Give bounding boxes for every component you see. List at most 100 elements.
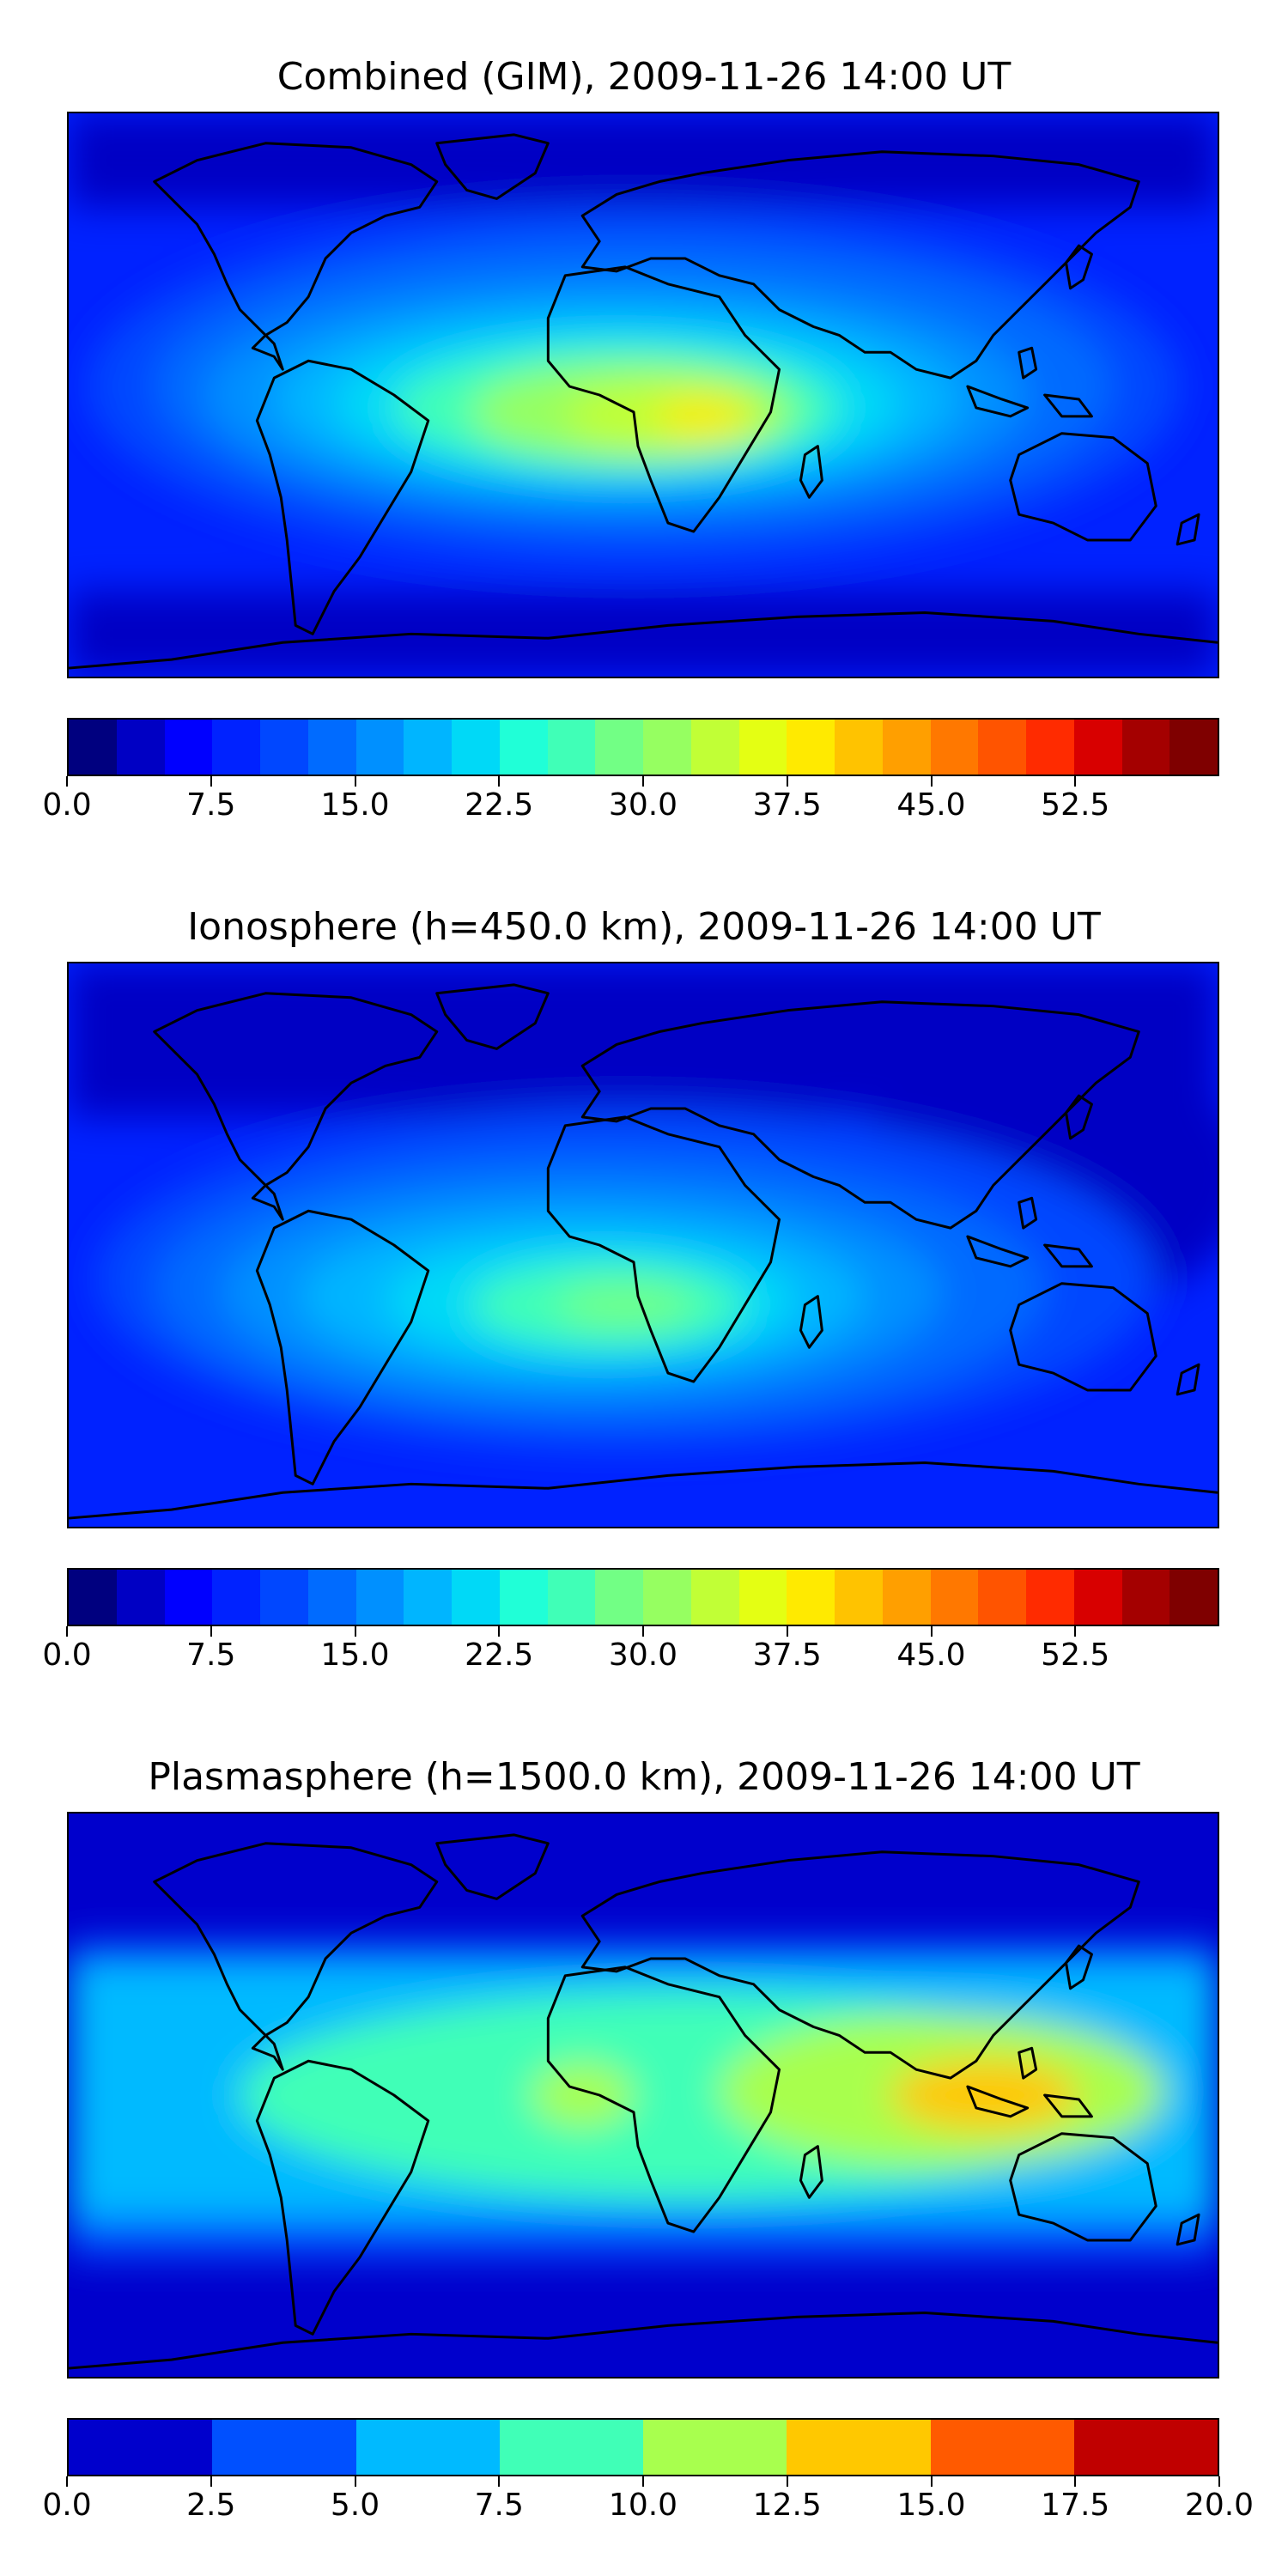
colorbar-segment (164, 1570, 213, 1625)
colorbar-tick-label: 7.5 (186, 787, 236, 823)
colorbar-tick-label: 37.5 (752, 787, 822, 823)
colorbar-segment (452, 720, 500, 775)
panel-2-map (67, 962, 1219, 1528)
colorbar-segment (1121, 720, 1170, 775)
colorbar-segment (835, 1570, 883, 1625)
colorbar-segment (1121, 1570, 1170, 1625)
colorbar-segment (355, 2420, 500, 2475)
panel-2-colorbar (67, 1568, 1219, 1626)
colorbar-segment (643, 720, 691, 775)
colorbar-segment (787, 720, 835, 775)
colorbar-tick-label: 0.0 (42, 787, 92, 823)
colorbar-segment (499, 2420, 643, 2475)
colorbar-tick (786, 2476, 788, 2487)
colorbar-segment (930, 1570, 979, 1625)
colorbar-tick (354, 776, 356, 787)
colorbar-tick (930, 2476, 933, 2487)
colorbar-tick (498, 776, 501, 787)
panel-3-colorbar (67, 2418, 1219, 2476)
colorbar-tick-label: 7.5 (186, 1637, 236, 1673)
colorbar-tick (1074, 2476, 1077, 2487)
colorbar-tick-label: 30.0 (608, 787, 678, 823)
colorbar-segment (595, 1570, 643, 1625)
colorbar-tick-label: 22.5 (465, 787, 534, 823)
colorbar-tick-label: 15.0 (320, 1637, 390, 1673)
colorbar-segment (882, 720, 931, 775)
colorbar-segment (1026, 720, 1074, 775)
colorbar-segment (452, 1570, 500, 1625)
panel-1-colorbar (67, 718, 1219, 776)
colorbar-tick-label: 12.5 (752, 2488, 822, 2523)
colorbar-tick-label: 2.5 (186, 2488, 236, 2523)
colorbar-segment (307, 1570, 356, 1625)
colorbar-segment (643, 2420, 787, 2475)
colorbar-segment (116, 720, 165, 775)
colorbar-tick (210, 776, 212, 787)
colorbar-segment (212, 1570, 260, 1625)
colorbar-segment (212, 720, 260, 775)
colorbar-tick (354, 2476, 356, 2487)
colorbar-segment (547, 1570, 596, 1625)
colorbar-segment (260, 720, 308, 775)
colorbar-tick-label: 52.5 (1041, 1637, 1110, 1673)
colorbar-segment (787, 2420, 931, 2475)
colorbar-tick (786, 1626, 788, 1637)
colorbar-segment (690, 720, 739, 775)
colorbar-segment (787, 1570, 835, 1625)
colorbar-tick (210, 2476, 212, 2487)
colorbar-segment (164, 720, 213, 775)
colorbar-segment (1073, 720, 1122, 775)
colorbar-tick-label: 0.0 (42, 1637, 92, 1673)
colorbar-segment (404, 720, 452, 775)
colorbar-segment (355, 720, 404, 775)
colorbar-segment (69, 2420, 213, 2475)
colorbar-tick (498, 2476, 501, 2487)
colorbar-tick (66, 776, 68, 787)
colorbar-segment (499, 720, 548, 775)
colorbar-tick-label: 30.0 (608, 1637, 678, 1673)
panel-3-map (67, 1812, 1219, 2379)
colorbar-tick-label: 5.0 (330, 2488, 380, 2523)
colorbar-tick (1074, 776, 1077, 787)
colorbar-tick-label: 17.5 (1041, 2488, 1110, 2523)
colorbar-segment (260, 1570, 308, 1625)
colorbar-segment (930, 720, 979, 775)
panel-2-colorbar-ticks: 0.0 7.5 15.0 22.5 30.0 37.5 45.0 52.5 (0, 1626, 1288, 1678)
colorbar-tick-label: 45.0 (896, 1637, 966, 1673)
colorbar-segment (595, 720, 643, 775)
colorbar-tick-label: 20.0 (1184, 2488, 1255, 2523)
colorbar-tick (210, 1626, 212, 1637)
colorbar-tick-label: 15.0 (896, 2488, 966, 2523)
panel-3-colorbar-ticks: 0.0 2.5 5.0 7.5 10.0 12.5 15.0 17.5 20.0 (0, 2476, 1288, 2528)
colorbar-segment (307, 720, 356, 775)
panel-1-map (67, 112, 1219, 678)
colorbar-segment (738, 1570, 787, 1625)
colorbar-tick-label: 0.0 (42, 2488, 92, 2523)
colorbar-tick (66, 1626, 68, 1637)
colorbar-tick-label: 7.5 (474, 2488, 524, 2523)
colorbar-segment (1170, 720, 1218, 775)
colorbar-tick (1218, 2476, 1220, 2487)
colorbar-segment (212, 2420, 356, 2475)
colorbar-tick (1074, 1626, 1077, 1637)
colorbar-segment (690, 1570, 739, 1625)
colorbar-segment (643, 1570, 691, 1625)
colorbar-tick (642, 1626, 644, 1637)
colorbar-segment (978, 720, 1026, 775)
panel-3-title: Plasmasphere (h=1500.0 km), 2009-11-26 1… (148, 1755, 1140, 1799)
colorbar-segment (116, 1570, 165, 1625)
panel-1-title: Combined (GIM), 2009-11-26 14:00 UT (276, 55, 1012, 99)
colorbar-segment (978, 1570, 1026, 1625)
colorbar-segment (499, 1570, 548, 1625)
colorbar-tick-label: 15.0 (320, 787, 390, 823)
colorbar-segment (69, 720, 117, 775)
colorbar-tick-label: 37.5 (752, 1637, 822, 1673)
colorbar-tick (786, 776, 788, 787)
colorbar-segment (835, 720, 883, 775)
colorbar-segment (404, 1570, 452, 1625)
colorbar-tick-label: 52.5 (1041, 787, 1110, 823)
colorbar-segment (355, 1570, 404, 1625)
colorbar-tick (642, 2476, 644, 2487)
colorbar-tick (642, 776, 644, 787)
colorbar-segment (930, 2420, 1074, 2475)
